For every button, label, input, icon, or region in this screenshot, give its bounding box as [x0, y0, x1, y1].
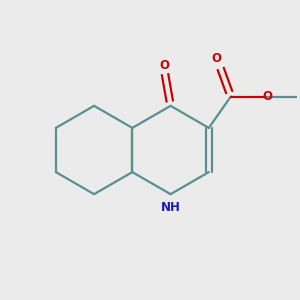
- Text: O: O: [262, 90, 272, 103]
- Text: O: O: [211, 52, 221, 65]
- Text: NH: NH: [160, 201, 181, 214]
- Text: O: O: [159, 59, 169, 72]
